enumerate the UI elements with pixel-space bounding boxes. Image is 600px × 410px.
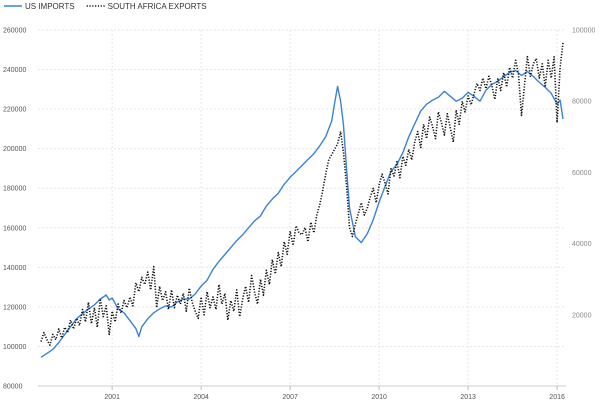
x-tick-label: 2001 [104, 394, 120, 401]
chart-grid [38, 29, 566, 387]
y-left-tick-label: 140000 [3, 265, 26, 272]
x-axis: 2001 2004 2007 2010 2013 2016 [38, 385, 566, 401]
y-left-tick-label: 220000 [3, 107, 26, 114]
y-left-tick-label: 260000 [3, 28, 26, 35]
y-right-tick-label: 100000 [572, 28, 595, 35]
series-line-us-imports [40, 69, 564, 358]
y-left-tick-label: 180000 [3, 186, 26, 193]
y-right-tick-label: 40000 [572, 241, 592, 248]
legend-label: SOUTH AFRICA EXPORTS [108, 2, 207, 11]
legend: US IMPORTS SOUTH AFRICA EXPORTS [4, 2, 207, 11]
y-left-tick-label: 100000 [3, 344, 26, 351]
y-left-tick-label: 160000 [3, 225, 26, 232]
x-tick-label: 2013 [460, 394, 476, 401]
y-axis-left: 80000 100000 120000 140000 160000 180000 20000… [3, 28, 26, 391]
y-right-tick-label: 60000 [572, 170, 592, 177]
y-right-tick-label: 20000 [572, 312, 592, 319]
x-tick-label: 2007 [282, 394, 298, 401]
x-tick-label: 2016 [549, 394, 565, 401]
y-left-tick-label: 200000 [3, 146, 26, 153]
y-right-tick-label: 80000 [572, 99, 592, 106]
y-left-tick-label: 120000 [3, 304, 26, 311]
y-left-tick-label: 80000 [3, 384, 23, 391]
x-tick-label: 2004 [193, 394, 209, 401]
series-line-south-africa-exports [40, 42, 564, 346]
y-left-tick-label: 240000 [3, 67, 26, 74]
x-tick-label: 2010 [371, 394, 387, 401]
y-axis-right: 20000 40000 60000 80000 100000 [572, 28, 595, 320]
legend-label: US IMPORTS [25, 2, 75, 11]
series-layer [40, 42, 564, 358]
